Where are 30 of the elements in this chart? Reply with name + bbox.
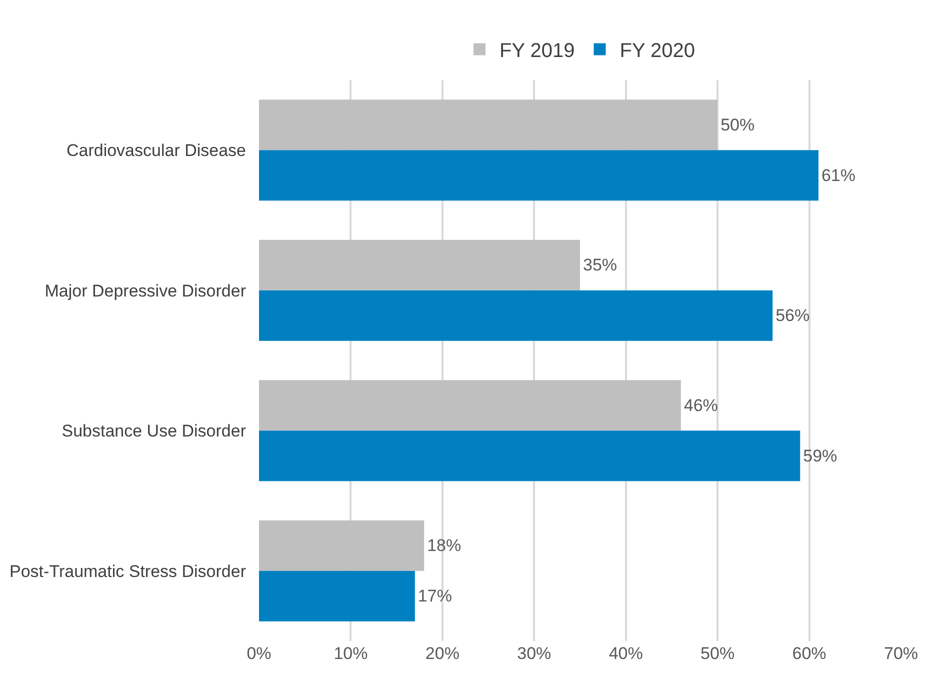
legend-label: FY 2019 <box>500 40 575 62</box>
data-label: 17% <box>418 586 452 606</box>
x-tick-label: 70% <box>884 644 918 663</box>
data-label: 18% <box>427 536 462 556</box>
x-tick-label: 10% <box>334 644 368 663</box>
y-tick-label: Major Depressive Disorder <box>44 281 246 300</box>
bar <box>259 570 415 622</box>
x-tick-label: 20% <box>425 644 460 663</box>
x-tick-label: 30% <box>517 644 552 663</box>
bar <box>259 100 718 150</box>
data-label: 46% <box>684 396 718 415</box>
bar <box>259 380 681 431</box>
bar <box>259 150 818 201</box>
data-label: 56% <box>776 306 810 326</box>
bar <box>259 240 580 290</box>
data-label: 59% <box>803 446 838 466</box>
x-tick-label: 50% <box>700 644 735 663</box>
x-tick-label: 0% <box>246 644 272 663</box>
y-tick-label: Cardiovascular Disease <box>66 141 246 160</box>
bar <box>259 430 800 482</box>
data-label: 50% <box>720 115 755 134</box>
y-tick-label: Substance Use Disorder <box>62 422 246 441</box>
data-label: 35% <box>583 256 618 275</box>
bar <box>259 290 773 341</box>
y-tick-label: Post-Traumatic Stress Disorder <box>10 562 246 581</box>
legend-label: FY 2020 <box>620 40 695 62</box>
bar <box>259 520 424 571</box>
x-tick-label: 40% <box>608 644 643 663</box>
data-label: 61% <box>821 166 856 185</box>
x-tick-label: 60% <box>792 644 826 663</box>
